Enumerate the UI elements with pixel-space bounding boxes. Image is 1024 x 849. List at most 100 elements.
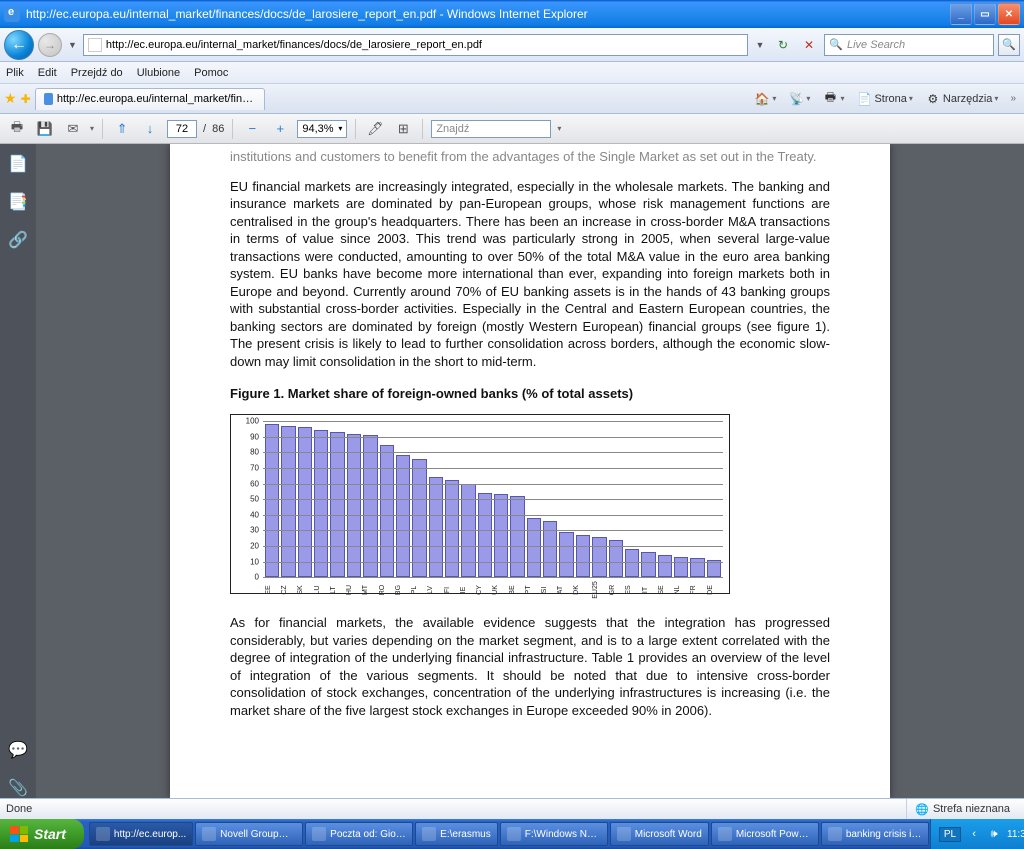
pdf-save-button[interactable]: 💾 (34, 118, 56, 140)
pages-panel-icon[interactable]: 📄 (8, 154, 28, 174)
taskbar-item-label: Poczta od: Gior... (330, 829, 406, 840)
nav-history-dropdown[interactable]: ▼ (66, 40, 79, 50)
chart-xlabel: AT (557, 583, 571, 597)
chart-xlabel: FI (444, 583, 458, 597)
home-button[interactable]: 🏠▾ (750, 88, 780, 110)
pdf-dropdown-icon[interactable]: ▾ (90, 124, 94, 133)
pdf-first-page-button[interactable]: ⇑ (111, 118, 133, 140)
language-indicator[interactable]: PL (939, 827, 961, 842)
taskbar-item-label: Novell GroupWi... (220, 829, 296, 840)
pdf-page-input[interactable] (167, 120, 197, 138)
taskbar-item[interactable]: Microsoft Powe... (711, 822, 819, 846)
tab-ie-icon (44, 93, 53, 105)
menu-file[interactable]: Plik (6, 67, 24, 79)
taskbar-item[interactable]: Novell GroupWi... (195, 822, 303, 846)
pdf-zoom-select[interactable]: 94,3%▾ (297, 120, 347, 138)
address-dropdown[interactable]: ▼ (752, 40, 768, 50)
pdf-find-input[interactable]: Znajdź (431, 120, 551, 138)
chevron-more-icon[interactable]: » (1006, 93, 1020, 104)
pdf-sign-button[interactable]: 🖊 (364, 118, 386, 140)
chart-bar (592, 537, 606, 578)
chart-bar (641, 552, 655, 577)
pdf-page-wrap[interactable]: institutions and customers to benefit fr… (36, 144, 1024, 798)
favorites-star-icon[interactable]: ★ (4, 90, 17, 107)
chart-xlabel: IE (460, 583, 474, 597)
chart-bar (658, 555, 672, 577)
taskbar-item-label: banking crisis in... (846, 829, 922, 840)
taskbar-item-label: Microsoft Powe... (736, 829, 812, 840)
refresh-button[interactable]: ↻ (772, 34, 794, 56)
chart-xlabel: RO (379, 583, 393, 597)
chart-bar (559, 532, 573, 577)
globe-icon: 🌐 (915, 803, 929, 816)
search-box[interactable]: 🔍 Live Search (824, 34, 994, 56)
chart-bar (625, 549, 639, 577)
back-button[interactable]: ← (4, 30, 34, 60)
pdf-email-button[interactable]: ✉ (62, 118, 84, 140)
pdf-find-dropdown[interactable]: ▾ (557, 124, 561, 133)
stop-button[interactable]: ✕ (798, 34, 820, 56)
menu-favorites[interactable]: Ulubione (137, 67, 180, 79)
comments-panel-icon[interactable]: 💬 (8, 740, 28, 760)
print-button[interactable]: 🖶▾ (818, 88, 848, 110)
address-bar[interactable]: http://ec.europa.eu/internal_market/fina… (83, 34, 748, 56)
attach-panel-icon[interactable]: 📎 (8, 778, 28, 798)
windows-taskbar: Start http://ec.europ... Novell GroupWi..… (0, 819, 1024, 849)
window-title: http://ec.europa.eu/internal_market/fina… (26, 7, 950, 21)
pdf-print-button[interactable]: 🖶 (6, 118, 28, 140)
search-go-button[interactable]: 🔍 (998, 34, 1020, 56)
chart-bar (281, 426, 295, 577)
taskbar-item[interactable]: E:\erasmus (415, 822, 498, 846)
chart-bar (347, 434, 361, 578)
chart-xlabel: HU (346, 583, 360, 597)
add-favorite-icon[interactable]: ✚ (21, 92, 31, 106)
doc-para-1: EU financial markets are increasingly in… (230, 178, 830, 371)
close-button[interactable]: ✕ (998, 3, 1020, 25)
chart-xlabel: SE (658, 583, 672, 597)
pdf-zoom-in-button[interactable]: + (269, 118, 291, 140)
chart-xlabel: CZ (281, 583, 295, 597)
chart-xlabel: GR (609, 583, 623, 597)
figure-title: Figure 1. Market share of foreign-owned … (230, 385, 830, 403)
tools-menu-button[interactable]: ⚙Narzędzia▾ (921, 88, 1003, 110)
taskbar-item[interactable]: http://ec.europ... (89, 822, 193, 846)
chart-xlabel: LV (427, 583, 441, 597)
chart-xlabel: BG (395, 583, 409, 597)
rss-icon: 📡 (788, 91, 804, 107)
start-button[interactable]: Start (0, 819, 84, 849)
attachments-panel-icon[interactable]: 🔗 (8, 230, 28, 250)
page-menu-button[interactable]: 📄Strona▾ (852, 88, 916, 110)
chart-bar (265, 424, 279, 577)
taskbar-item-label: F:\Windows NT ... (525, 829, 601, 840)
bookmarks-panel-icon[interactable]: 📑 (8, 192, 28, 212)
taskbar-item-label: E:\erasmus (440, 829, 491, 840)
menu-help[interactable]: Pomoc (194, 67, 228, 79)
taskbar-app-icon (507, 827, 521, 841)
tray-chevron-icon[interactable]: ‹ (967, 827, 981, 841)
chart-bar (576, 535, 590, 577)
taskbar-item[interactable]: Microsoft Word (610, 822, 709, 846)
chart-bar (380, 445, 394, 578)
chart-bar (396, 455, 410, 577)
feeds-button[interactable]: 📡▾ (784, 88, 814, 110)
tray-volume-icon[interactable]: 🕪 (987, 827, 1001, 841)
chart-xlabel: PT (525, 583, 539, 597)
minimize-button[interactable]: _ (950, 3, 972, 25)
security-zone[interactable]: 🌐 Strefa nieznana (906, 799, 1018, 819)
doc-para-0: institutions and customers to benefit fr… (230, 148, 830, 166)
browser-tab[interactable]: http://ec.europa.eu/internal_market/fina… (35, 88, 265, 110)
pdf-zoom-out-button[interactable]: − (241, 118, 263, 140)
chart-xlabel: ES (626, 583, 640, 597)
zone-text: Strefa nieznana (933, 803, 1010, 815)
page-icon (88, 38, 102, 52)
pdf-prev-page-button[interactable]: ↓ (139, 118, 161, 140)
maximize-button[interactable]: ▭ (974, 3, 996, 25)
menu-edit[interactable]: Edit (38, 67, 57, 79)
taskbar-item[interactable]: banking crisis in... (821, 822, 929, 846)
menu-goto[interactable]: Przejdź do (71, 67, 123, 79)
taskbar-item[interactable]: F:\Windows NT ... (500, 822, 608, 846)
forward-button[interactable]: → (38, 33, 62, 57)
pdf-fit-button[interactable]: ⊞ (392, 118, 414, 140)
taskbar-item[interactable]: Poczta od: Gior... (305, 822, 413, 846)
taskbar-app-icon (828, 827, 842, 841)
